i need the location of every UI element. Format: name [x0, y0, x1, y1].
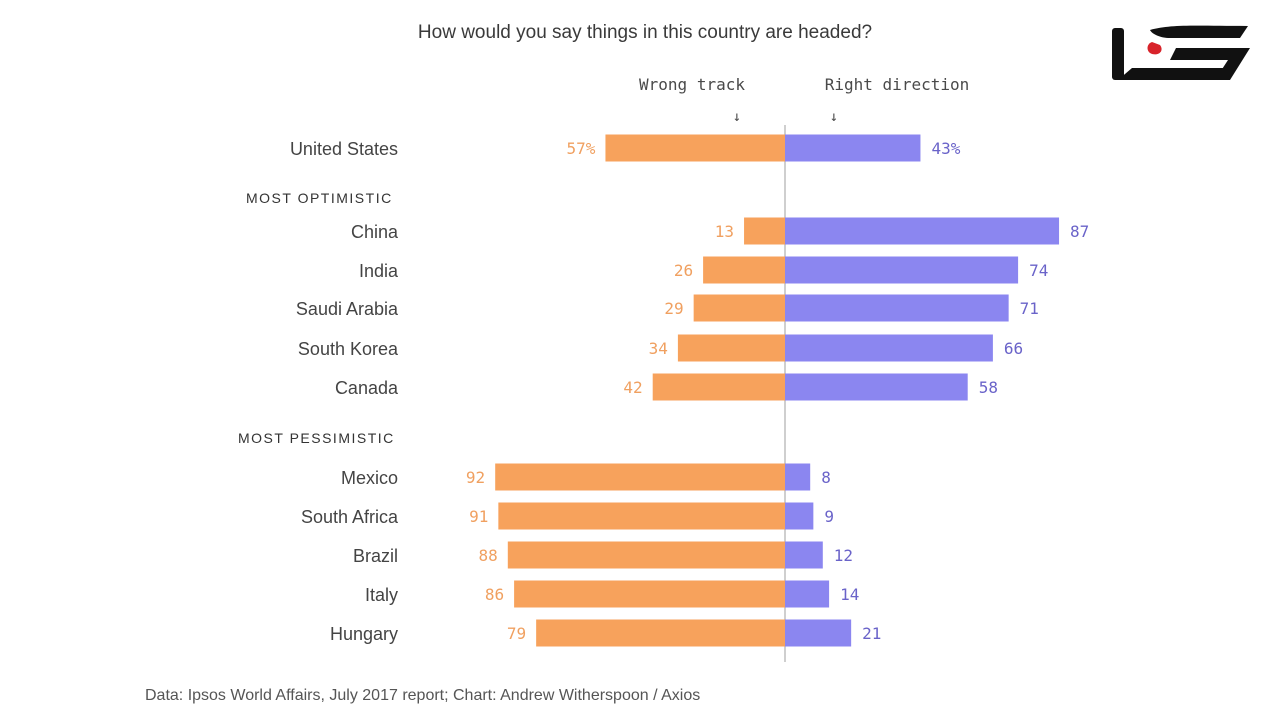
value-label-wrong-track: 57%: [567, 139, 596, 158]
bars-layer: United States 57% 43% MOST OPTIMISTIC China 1…: [238, 134, 1089, 647]
bar-right-direction: [785, 334, 993, 362]
value-label-right-direction: 9: [824, 507, 834, 526]
country-label: Hungary: [330, 624, 398, 644]
bar-wrong-track: [703, 256, 785, 284]
bar-right-direction: [785, 541, 823, 569]
value-label-right-direction: 66: [1004, 339, 1023, 358]
country-label: Brazil: [353, 546, 398, 566]
bar-right-direction: [785, 256, 1019, 284]
value-label-wrong-track: 88: [479, 546, 498, 565]
value-label-right-direction: 43%: [931, 139, 960, 158]
bar-wrong-track: [536, 619, 785, 647]
value-label-right-direction: 71: [1020, 299, 1039, 318]
value-label-wrong-track: 86: [485, 585, 504, 604]
value-label-right-direction: 74: [1029, 261, 1048, 280]
legend-wrong-track: Wrong track: [639, 75, 745, 94]
value-label-wrong-track: 29: [664, 299, 683, 318]
bar-wrong-track: [677, 334, 785, 362]
value-label-wrong-track: 13: [715, 222, 734, 241]
value-label-right-direction: 8: [821, 468, 831, 487]
value-label-wrong-track: 26: [674, 261, 693, 280]
bar-right-direction: [785, 619, 852, 647]
legend-arrow-right-icon: ↓: [830, 109, 838, 125]
bar-right-direction: [785, 217, 1060, 245]
bar-wrong-track: [507, 541, 785, 569]
bar-wrong-track: [693, 294, 785, 322]
bar-wrong-track: [605, 134, 785, 162]
bar-right-direction: [785, 373, 968, 401]
country-label: China: [351, 222, 399, 242]
country-label: India: [359, 261, 399, 281]
value-label-right-direction: 14: [840, 585, 859, 604]
legend-arrow-wrong-icon: ↓: [733, 109, 741, 125]
source-note: Data: Ipsos World Affairs, July 2017 rep…: [145, 687, 700, 704]
country-label: Mexico: [341, 468, 398, 488]
bar-right-direction: [785, 463, 811, 491]
bar-wrong-track: [498, 502, 785, 530]
group-heading: MOST OPTIMISTIC: [246, 190, 393, 206]
value-label-wrong-track: 34: [649, 339, 668, 358]
value-label-right-direction: 58: [979, 378, 998, 397]
country-label: South Korea: [298, 339, 399, 359]
country-label: Saudi Arabia: [296, 299, 399, 319]
country-label: Italy: [365, 585, 398, 605]
bar-wrong-track: [514, 580, 785, 608]
bar-right-direction: [785, 502, 814, 530]
bar-right-direction: [785, 134, 921, 162]
bar-right-direction: [785, 294, 1009, 322]
country-label: South Africa: [301, 507, 399, 527]
value-label-right-direction: 21: [862, 624, 881, 643]
country-label: United States: [290, 139, 398, 159]
country-label: Canada: [335, 378, 399, 398]
value-label-wrong-track: 79: [507, 624, 526, 643]
logo-icon: [1112, 25, 1250, 80]
value-label-wrong-track: 91: [469, 507, 488, 526]
brand-logo: [1112, 25, 1250, 80]
chart-title: How would you say things in this country…: [418, 22, 872, 43]
value-label-right-direction: 87: [1070, 222, 1089, 241]
bar-wrong-track: [652, 373, 785, 401]
value-label-right-direction: 12: [834, 546, 853, 565]
bar-right-direction: [785, 580, 830, 608]
group-heading: MOST PESSIMISTIC: [238, 430, 395, 446]
value-label-wrong-track: 92: [466, 468, 485, 487]
legend-right-direction: Right direction: [825, 75, 970, 94]
bar-wrong-track: [495, 463, 785, 491]
value-label-wrong-track: 42: [623, 378, 642, 397]
bar-wrong-track: [744, 217, 785, 245]
